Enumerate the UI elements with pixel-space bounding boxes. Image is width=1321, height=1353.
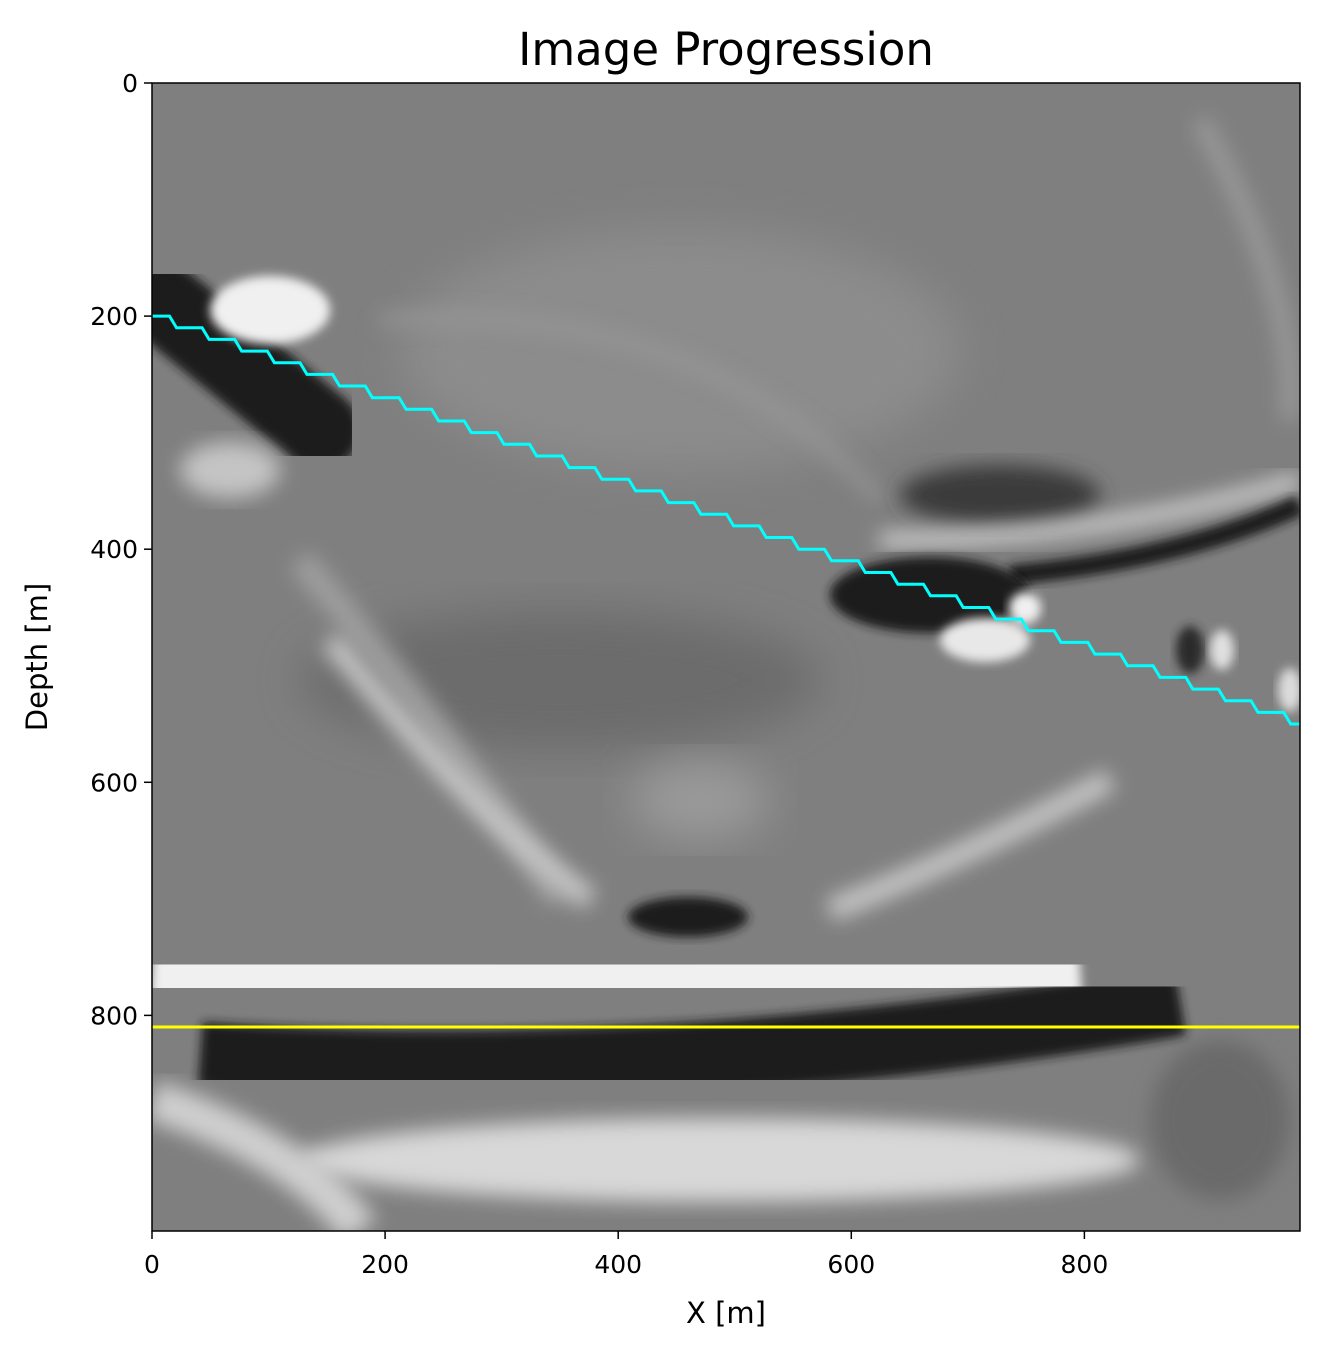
x-tick-label: 200 [361,1250,409,1279]
x-axis: 0 200 400 600 800 [144,1231,1108,1279]
x-tick-label: 600 [827,1250,875,1279]
y-axis: 0 200 400 600 800 [90,69,152,1030]
seismic-image [152,83,1300,1231]
y-axis-label: Depth [m] [20,583,54,731]
dipping-horizon-line [152,314,1300,726]
x-tick-label: 800 [1061,1250,1109,1279]
plot-frame [151,82,1301,1232]
x-tick-label: 400 [594,1250,642,1279]
x-axis-label: X [m] [686,1296,766,1330]
y-tick-label: 200 [90,302,138,331]
y-tick-label: 800 [90,1001,138,1030]
x-tick-label: 0 [144,1250,160,1279]
plot-overlays [152,314,1300,1029]
y-tick-label: 400 [90,535,138,564]
y-tick-label: 0 [122,69,138,98]
y-tick-label: 600 [90,768,138,797]
chart-title: Image Progression [518,23,934,76]
